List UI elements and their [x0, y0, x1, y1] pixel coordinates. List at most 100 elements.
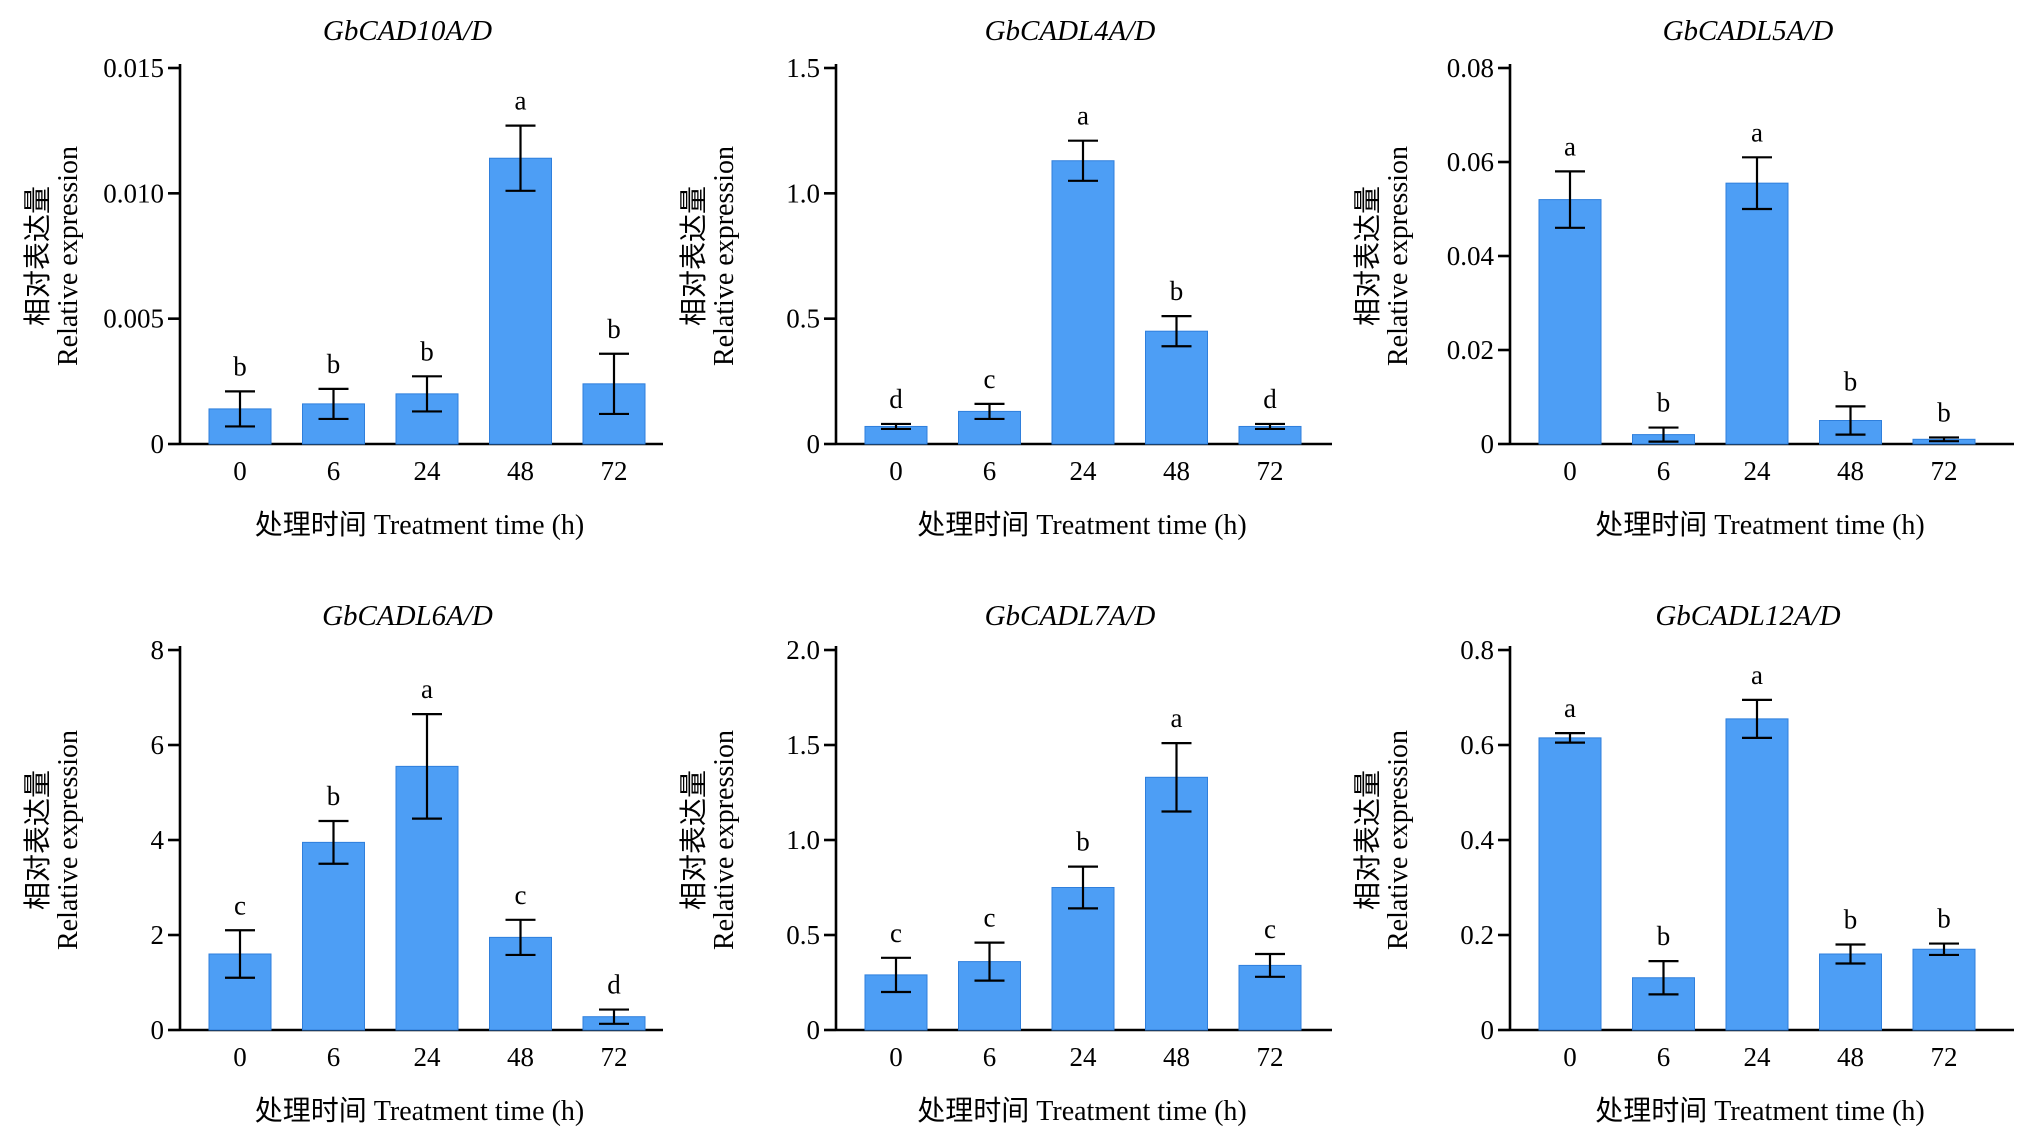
x-tick-label: 48	[1837, 1042, 1864, 1072]
chart-title: GbCADL12A/D	[1655, 600, 1840, 632]
chart-title: GbCADL7A/D	[985, 600, 1156, 632]
y-axis-label-cn: 相对表达量	[678, 770, 710, 910]
x-tick-label: 0	[889, 1042, 903, 1072]
significance-letter: b	[607, 314, 621, 344]
x-tick-label: 72	[1257, 456, 1284, 486]
x-tick-label: 24	[1070, 1042, 1098, 1072]
y-tick-label: 0.005	[103, 304, 164, 334]
x-tick-label: 6	[1657, 1042, 1671, 1072]
significance-letter: b	[1844, 905, 1858, 935]
chart-panel-3: GbCADL5A/D 0 0.02 0.04 0.06 0.08 a 0 b 6 a 24 b 48 b 72…	[1352, 15, 2014, 541]
bar	[1145, 330, 1208, 445]
significance-letter: c	[984, 903, 996, 933]
bar	[1538, 199, 1602, 445]
y-tick-label: 0.6	[1460, 730, 1494, 760]
significance-letter: c	[890, 918, 902, 948]
bar	[1725, 182, 1789, 445]
y-tick-label: 0.02	[1447, 335, 1494, 365]
y-tick-label: 1.5	[786, 730, 820, 760]
significance-letter: a	[421, 674, 433, 704]
y-tick-label: 0.08	[1447, 53, 1494, 83]
chart-panel-5: GbCADL7A/D 0 0.5 1.0 1.5 2.0 c 0 c 6 b 24 a 48 c 72 处理时间…	[678, 600, 1332, 1127]
significance-letter: b	[1844, 366, 1858, 396]
significance-letter: c	[515, 880, 527, 910]
chart-panel-1: GbCAD10A/D 0 0.005 0.010 0.015 b 0 b 6 b 24 a 48 b 72 处…	[22, 15, 663, 541]
chart-panel-2: GbCADL4A/D 0 0.5 1.0 1.5 d 0 c 6 a 24 b 48 d 72 处理时间 Tr…	[678, 15, 1332, 541]
x-tick-label: 48	[1163, 456, 1190, 486]
x-tick-label: 6	[327, 456, 341, 486]
x-axis-label: 处理时间 Treatment time (h)	[255, 509, 584, 541]
significance-letter: a	[1751, 117, 1763, 147]
y-tick-label: 0.06	[1447, 147, 1494, 177]
y-tick-label: 0	[1481, 1015, 1495, 1045]
x-tick-label: 6	[983, 456, 997, 486]
significance-letter: a	[515, 86, 527, 116]
x-tick-label: 48	[1163, 1042, 1190, 1072]
bar	[302, 841, 365, 1031]
significance-letter: a	[1564, 693, 1576, 723]
y-tick-label: 0	[1481, 429, 1495, 459]
x-tick-label: 48	[507, 1042, 534, 1072]
y-axis-label-en: Relative expression	[53, 730, 84, 950]
y-axis-label-en: Relative expression	[709, 730, 740, 950]
bar	[1819, 953, 1882, 1031]
significance-letter: a	[1751, 660, 1763, 690]
x-tick-label: 48	[507, 456, 534, 486]
y-tick-label: 2.0	[786, 635, 820, 665]
y-tick-label: 0.4	[1460, 825, 1494, 855]
significance-letter: b	[233, 351, 247, 381]
bar	[1538, 737, 1602, 1031]
x-tick-label: 72	[1931, 456, 1958, 486]
bar	[1912, 948, 1976, 1031]
x-axis-label: 处理时间 Treatment time (h)	[917, 1095, 1246, 1127]
y-tick-label: 0.010	[103, 178, 164, 208]
significance-letter: c	[234, 890, 246, 920]
x-tick-label: 24	[1744, 456, 1772, 486]
significance-letter: d	[889, 384, 903, 414]
x-tick-label: 0	[889, 456, 903, 486]
y-axis-label-en: Relative expression	[709, 146, 740, 366]
x-axis-label: 处理时间 Treatment time (h)	[1595, 509, 1924, 541]
bar	[1145, 776, 1208, 1031]
x-axis-label: 处理时间 Treatment time (h)	[255, 1095, 584, 1127]
y-tick-label: 4	[151, 825, 165, 855]
y-tick-label: 0	[807, 1015, 821, 1045]
significance-letter: b	[1170, 276, 1184, 306]
x-tick-label: 6	[983, 1042, 997, 1072]
bar	[1051, 160, 1115, 445]
x-tick-label: 72	[1257, 1042, 1284, 1072]
x-tick-label: 48	[1837, 456, 1864, 486]
significance-letter: a	[1077, 101, 1089, 131]
y-tick-label: 0.04	[1447, 241, 1495, 271]
chart-title: GbCADL4A/D	[985, 15, 1156, 47]
y-axis-label-cn: 相对表达量	[1352, 770, 1384, 910]
x-axis-label: 处理时间 Treatment time (h)	[1595, 1095, 1924, 1127]
significance-letter: b	[1076, 827, 1090, 857]
chart-panel-6: GbCADL12A/D 0 0.2 0.4 0.6 0.8 a 0 b 6 a 24 b 48 b 72处理时…	[1352, 600, 2014, 1127]
x-tick-label: 6	[1657, 456, 1671, 486]
y-tick-label: 0	[151, 1015, 165, 1045]
significance-letter: b	[420, 336, 434, 366]
y-axis-label-cn: 相对表达量	[22, 186, 54, 326]
x-tick-label: 24	[1744, 1042, 1772, 1072]
significance-letter: b	[1657, 388, 1671, 418]
x-axis-label: 处理时间 Treatment time (h)	[917, 509, 1246, 541]
y-axis-label-cn: 相对表达量	[22, 770, 54, 910]
y-axis-label-cn: 相对表达量	[678, 186, 710, 326]
significance-letter: a	[1171, 703, 1183, 733]
y-tick-label: 1.0	[786, 825, 820, 855]
x-tick-label: 72	[601, 456, 628, 486]
y-tick-label: 1.5	[786, 53, 820, 83]
y-tick-label: 0.8	[1460, 635, 1494, 665]
bar	[1725, 718, 1789, 1031]
x-tick-label: 0	[233, 456, 247, 486]
x-tick-label: 72	[1931, 1042, 1958, 1072]
significance-letter: c	[1264, 914, 1276, 944]
chart-title: GbCAD10A/D	[323, 15, 492, 47]
x-tick-label: 0	[1563, 456, 1577, 486]
significance-letter: d	[607, 970, 621, 1000]
y-tick-label: 0.015	[103, 53, 164, 83]
x-tick-label: 0	[1563, 1042, 1577, 1072]
